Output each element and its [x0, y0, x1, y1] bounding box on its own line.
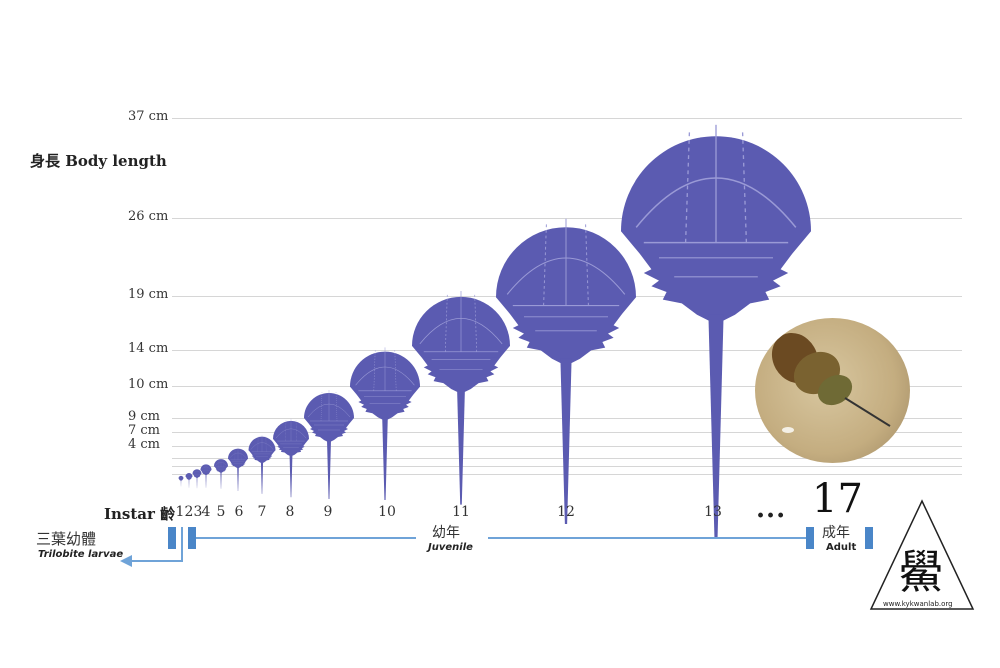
adult-label-cn: 成年	[822, 525, 850, 541]
instar-6: 6	[234, 504, 244, 520]
juvenile-bar-start	[188, 527, 196, 549]
crab-instar-11	[411, 290, 511, 505]
crab-instar-3	[192, 468, 202, 489]
instar-3: 3	[193, 504, 203, 520]
larvae-label-en: Trilobite larvae	[38, 549, 124, 560]
larvae-arrow-line	[128, 560, 183, 562]
instar-1: 1	[175, 504, 185, 520]
crab-instar-10	[349, 347, 421, 501]
larvae-bracket	[181, 527, 183, 561]
logo-url: www.kykwanlab.org	[883, 600, 953, 608]
ytick-7: 7 cm	[128, 423, 161, 438]
crab-instar-8	[272, 418, 310, 498]
adult-bar	[865, 527, 873, 549]
ytick-4: 4 cm	[128, 437, 161, 452]
ytick-10: 10 cm	[128, 377, 169, 392]
crab-instar-2	[185, 472, 193, 488]
ytick-37: 37 cm	[128, 109, 169, 124]
ytick-9: 9 cm	[128, 409, 161, 424]
adult-crab-icon	[771, 332, 891, 433]
lab-logo	[869, 499, 975, 610]
crab-instar-4	[200, 463, 212, 488]
instar-2: 2	[184, 504, 194, 520]
adult-crab-photo	[755, 318, 910, 463]
instar-4: 4	[201, 504, 211, 520]
instar-7: 7	[257, 504, 267, 520]
ytick-19: 19 cm	[128, 287, 169, 302]
y-axis-label: 身長 Body length	[30, 152, 167, 170]
larvae-bar-start	[168, 527, 176, 549]
instar-11: 11	[452, 504, 470, 520]
instar-17: 17	[812, 476, 863, 522]
instar-13: 13	[704, 504, 722, 520]
ytick-14: 14 cm	[128, 341, 169, 356]
juvenile-label-cn: 幼年	[432, 525, 460, 541]
crab-instar-13	[620, 124, 812, 540]
adult-label-en: Adult	[826, 542, 857, 553]
instar-9: 9	[323, 504, 333, 520]
crab-instar-9	[303, 389, 355, 500]
instar-ellipsis: ...	[756, 494, 787, 524]
juvenile-line-right	[488, 537, 806, 539]
crab-instar-6	[227, 447, 249, 492]
juvenile-label-en: Juvenile	[428, 542, 473, 553]
crab-instar-5	[213, 458, 229, 489]
instar-label: Instar 齡	[104, 505, 176, 523]
juvenile-line-left	[196, 537, 416, 539]
instar-10: 10	[378, 504, 396, 520]
instar-12: 12	[557, 504, 575, 520]
instar-5: 5	[216, 504, 226, 520]
larvae-label-cn: 三葉幼體	[36, 530, 97, 548]
instar-8: 8	[285, 504, 295, 520]
crab-instar-1	[178, 475, 184, 487]
ytick-26: 26 cm	[128, 209, 169, 224]
crab-instar-7	[248, 434, 276, 495]
logo-glyph: 鱟	[898, 545, 944, 599]
left-arrow-icon	[120, 555, 132, 567]
crab-instar-12	[495, 218, 637, 525]
juvenile-bar-end	[806, 527, 814, 549]
